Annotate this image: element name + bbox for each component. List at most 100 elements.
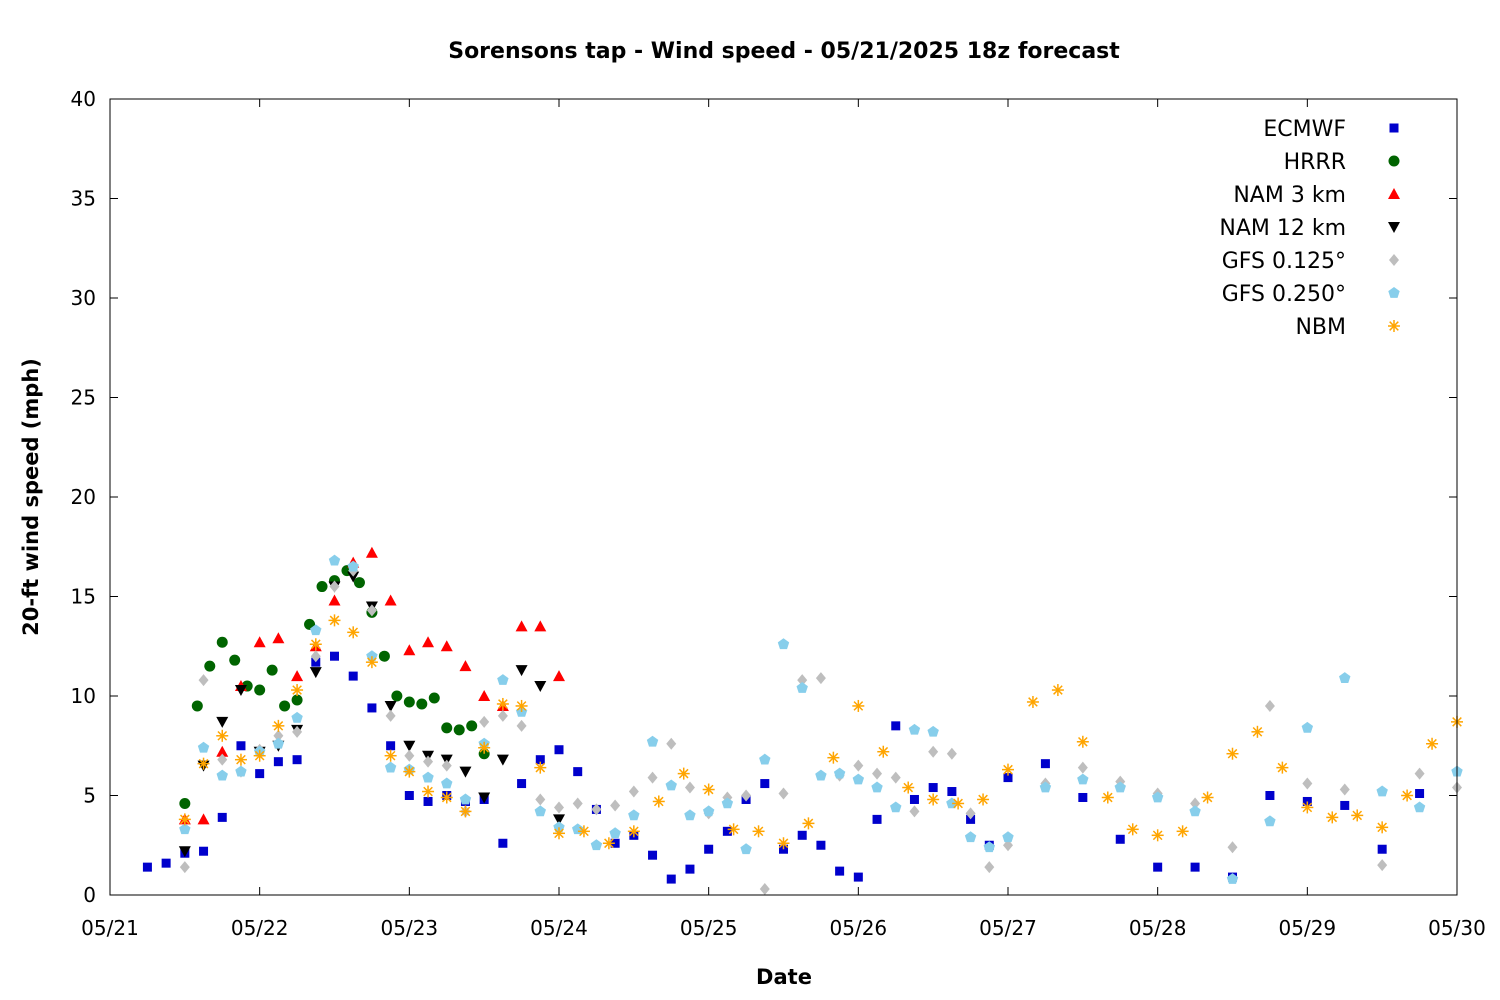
data-point-ecmwf <box>330 651 339 661</box>
data-point-ecmwf <box>517 779 527 789</box>
data-point-gfs-0-125 <box>1227 841 1238 854</box>
data-point-gfs-0-125 <box>909 805 920 818</box>
data-point-nbm <box>553 827 565 840</box>
data-point-nam-12-km <box>496 754 509 766</box>
legend-label-ecmwf: ECMWF <box>1263 117 1346 142</box>
data-point-hrrr <box>291 694 303 706</box>
data-point-nbm <box>677 767 690 780</box>
data-point-nam-12-km <box>234 685 247 697</box>
data-point-gfs-0-250 <box>1039 781 1052 793</box>
data-point-nbm <box>852 699 865 712</box>
data-point-nbm <box>515 699 528 712</box>
data-point-hrrr <box>353 577 365 589</box>
data-point-nbm <box>1376 821 1389 834</box>
y-tick-label: 25 <box>71 386 96 410</box>
data-point-ecmwf <box>610 838 620 848</box>
data-point-ecmwf <box>1415 789 1425 799</box>
data-point-hrrr <box>204 660 216 672</box>
data-point-nbm <box>902 781 915 794</box>
x-tick-label: 05/25 <box>680 916 738 940</box>
data-point-gfs-0-125 <box>647 771 658 784</box>
data-point-nbm <box>777 837 790 850</box>
data-point-hrrr <box>416 698 428 710</box>
series-nbm <box>178 614 1463 850</box>
data-point-nbm <box>952 797 965 810</box>
data-point-nam-12-km <box>403 740 416 752</box>
data-point-nam-12-km <box>309 667 322 679</box>
data-point-nbm <box>827 751 840 764</box>
data-point-hrrr <box>229 654 241 666</box>
plot-points <box>142 546 1463 896</box>
data-point-gfs-0-125 <box>1414 767 1425 780</box>
data-point-hrrr <box>216 636 228 648</box>
data-point-hrrr <box>316 581 328 593</box>
data-point-ecmwf <box>199 846 209 856</box>
data-point-ecmwf <box>404 791 414 800</box>
x-tick-label: 05/26 <box>830 916 888 940</box>
data-point-hrrr <box>391 690 403 702</box>
data-point-gfs-0-125 <box>1264 699 1275 712</box>
data-point-nam-3-km <box>197 813 210 825</box>
data-point-ecmwf <box>554 745 564 755</box>
data-point-ecmwf <box>292 755 302 765</box>
x-tick-label: 05/21 <box>81 916 139 940</box>
data-point-gfs-0-125 <box>441 759 452 772</box>
data-point-gfs-0-125 <box>179 861 190 874</box>
data-point-gfs-0-250 <box>1376 785 1388 797</box>
data-point-gfs-0-250 <box>890 801 902 813</box>
data-point-gfs-0-125 <box>778 787 789 800</box>
legend-marker-gfs-0-125 <box>1389 254 1399 266</box>
legend-label-nbm: NBM <box>1295 315 1346 340</box>
series-gfs-0-250 <box>179 554 1463 884</box>
legend-label-nam-12-km: NAM 12 km <box>1219 216 1346 241</box>
data-point-gfs-0-125 <box>310 650 321 663</box>
data-point-ecmwf <box>573 767 583 777</box>
data-point-gfs-0-250 <box>347 560 359 572</box>
data-point-gfs-0-250 <box>628 809 640 821</box>
data-point-gfs-0-250 <box>310 624 322 636</box>
data-point-nam-3-km <box>328 594 341 606</box>
y-tick-label: 10 <box>71 684 96 708</box>
data-point-nam-3-km <box>272 632 285 644</box>
data-point-gfs-0-125 <box>516 719 527 732</box>
data-point-gfs-0-125 <box>404 749 415 762</box>
data-point-ecmwf <box>816 840 826 850</box>
data-point-nam-3-km <box>365 546 378 558</box>
data-point-nbm <box>1276 761 1289 774</box>
legend-label-hrrr: HRRR <box>1284 150 1346 175</box>
data-point-ecmwf <box>1190 862 1200 872</box>
series-hrrr <box>179 565 490 809</box>
data-point-ecmwf <box>1340 800 1350 810</box>
data-point-gfs-0-125 <box>1077 761 1088 774</box>
data-point-ecmwf <box>535 755 545 765</box>
data-point-gfs-0-250 <box>852 773 865 785</box>
data-point-gfs-0-250 <box>1114 781 1126 793</box>
data-point-hrrr <box>378 650 390 662</box>
data-point-nbm <box>702 783 715 796</box>
data-point-nbm <box>627 825 640 838</box>
data-point-nam-3-km <box>403 644 416 656</box>
data-point-ecmwf <box>1078 792 1088 802</box>
data-point-nbm <box>1151 829 1164 842</box>
data-point-gfs-0-125 <box>273 729 284 742</box>
data-point-nam-3-km <box>216 745 229 757</box>
legend-marker-ecmwf <box>1389 123 1399 133</box>
data-point-nam-12-km <box>478 792 491 804</box>
data-point-nam-12-km <box>553 814 565 826</box>
data-point-nbm <box>1026 695 1039 708</box>
data-point-nbm <box>927 793 940 806</box>
y-tick-label: 30 <box>71 286 96 310</box>
data-point-gfs-0-125 <box>965 807 976 820</box>
data-point-nbm <box>1076 735 1089 748</box>
legend-marker-nam-12-km <box>1388 222 1400 233</box>
data-point-gfs-0-250 <box>497 674 509 685</box>
data-point-ecmwf <box>722 826 732 836</box>
data-point-ecmwf <box>255 769 265 779</box>
data-point-hrrr <box>179 797 191 809</box>
data-point-nam-3-km <box>253 636 266 648</box>
data-point-nbm <box>384 749 397 762</box>
x-tick-label: 05/27 <box>979 916 1037 940</box>
data-point-ecmwf <box>704 844 714 854</box>
data-point-gfs-0-250 <box>216 769 228 781</box>
data-point-nbm <box>478 741 491 754</box>
